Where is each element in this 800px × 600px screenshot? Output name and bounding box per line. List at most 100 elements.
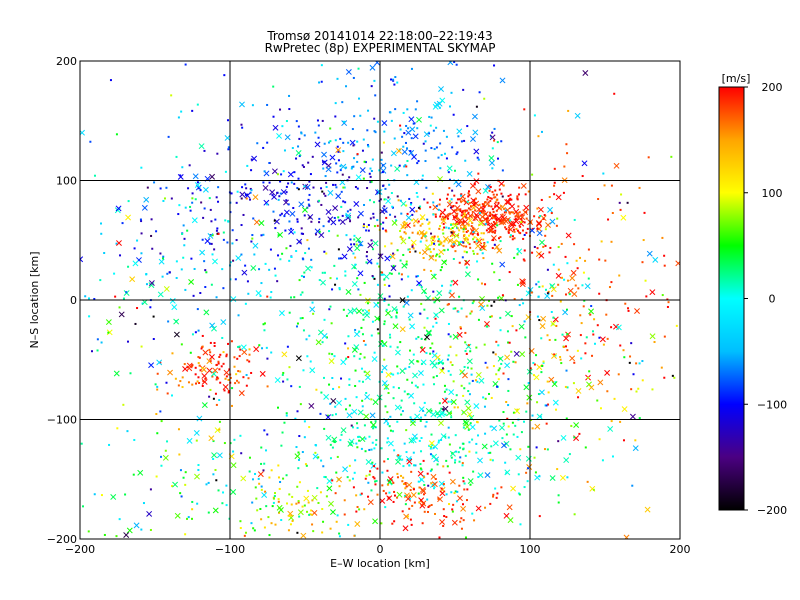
data-point-dot bbox=[408, 236, 411, 239]
data-point-dot bbox=[210, 242, 213, 245]
data-point-dot bbox=[411, 219, 414, 222]
data-point-dot bbox=[345, 166, 348, 169]
data-point-dot bbox=[318, 221, 321, 224]
data-point-cross bbox=[389, 253, 396, 260]
data-point-dot bbox=[290, 256, 293, 259]
data-point-dot bbox=[412, 451, 415, 454]
data-point-cross bbox=[462, 418, 469, 425]
data-point-cross bbox=[327, 189, 334, 196]
data-point-dot bbox=[225, 353, 228, 356]
data-point-dot bbox=[358, 435, 361, 438]
data-point-cross bbox=[461, 223, 468, 230]
data-point-cross bbox=[216, 452, 223, 459]
data-point-dot bbox=[477, 172, 480, 175]
data-point-cross bbox=[305, 265, 311, 272]
data-point-dot bbox=[489, 458, 492, 461]
data-point-cross bbox=[499, 214, 506, 220]
data-point-dot bbox=[370, 421, 373, 424]
data-point-dot bbox=[321, 190, 324, 193]
data-point-dot bbox=[394, 219, 397, 222]
data-point-dot bbox=[337, 150, 340, 153]
data-point-dot bbox=[456, 406, 459, 409]
data-point-dot bbox=[430, 242, 433, 245]
data-point-dot bbox=[136, 239, 139, 242]
data-point-cross bbox=[646, 250, 653, 257]
data-point-dot bbox=[268, 476, 271, 479]
data-point-cross bbox=[436, 290, 443, 297]
data-point-cross bbox=[410, 437, 417, 444]
data-point-dot bbox=[443, 152, 446, 155]
data-point-dot bbox=[498, 188, 501, 191]
data-point-dot bbox=[432, 201, 435, 204]
data-point-dot bbox=[156, 372, 159, 375]
data-point-cross bbox=[110, 493, 117, 500]
data-point-dot bbox=[395, 308, 398, 311]
data-point-dot bbox=[321, 531, 324, 534]
data-point-cross bbox=[471, 113, 478, 120]
data-point-cross bbox=[432, 103, 439, 110]
data-point-dot bbox=[489, 186, 492, 189]
data-point-dot bbox=[403, 390, 406, 393]
data-point-dot bbox=[183, 363, 186, 366]
data-point-dot bbox=[597, 198, 600, 201]
data-point-dot bbox=[567, 109, 570, 112]
data-point-cross bbox=[106, 329, 113, 336]
data-point-dot bbox=[269, 248, 272, 251]
data-point-cross bbox=[499, 424, 505, 431]
data-point-dot bbox=[449, 206, 452, 209]
data-point-dot bbox=[492, 220, 495, 223]
data-point-dot bbox=[288, 259, 291, 262]
data-point-cross bbox=[399, 326, 406, 333]
data-point-dot bbox=[489, 502, 492, 505]
data-point-cross bbox=[477, 457, 483, 464]
data-point-dot bbox=[118, 306, 121, 309]
data-point-dot bbox=[433, 512, 436, 515]
data-point-dot bbox=[316, 119, 319, 122]
data-point-dot bbox=[483, 205, 486, 208]
data-point-cross bbox=[467, 478, 474, 485]
data-point-cross bbox=[493, 202, 500, 209]
data-point-dot bbox=[663, 254, 666, 257]
data-point-dot bbox=[495, 193, 498, 196]
data-point-cross bbox=[341, 120, 348, 127]
data-point-dot bbox=[166, 440, 169, 443]
data-point-dot bbox=[647, 156, 650, 159]
data-point-dot bbox=[651, 388, 654, 391]
data-point-dot bbox=[581, 284, 584, 287]
data-point-dot bbox=[409, 489, 412, 492]
data-point-dot bbox=[262, 469, 265, 472]
data-point-cross bbox=[238, 390, 245, 397]
data-point-dot bbox=[380, 447, 383, 450]
data-point-dot bbox=[252, 527, 255, 530]
data-point-dot bbox=[260, 446, 263, 449]
data-point-dot bbox=[467, 390, 470, 393]
data-point-cross bbox=[615, 324, 622, 331]
data-point-cross bbox=[569, 275, 576, 282]
data-point-dot bbox=[508, 271, 511, 274]
data-point-dot bbox=[152, 338, 155, 341]
data-point-dot bbox=[149, 488, 152, 491]
data-point-dot bbox=[324, 476, 327, 479]
data-point-dot bbox=[367, 481, 370, 484]
data-point-dot bbox=[388, 183, 391, 186]
data-point-dot bbox=[99, 279, 102, 282]
data-point-dot bbox=[592, 488, 595, 491]
data-point-dot bbox=[339, 169, 342, 172]
data-point-dot bbox=[253, 253, 256, 256]
data-point-cross bbox=[381, 380, 388, 387]
data-point-cross bbox=[466, 358, 473, 365]
data-point-cross bbox=[162, 454, 169, 461]
data-point-dot bbox=[389, 213, 392, 216]
data-point-dot bbox=[484, 218, 487, 221]
data-point-dot bbox=[356, 422, 359, 425]
data-point-dot bbox=[297, 145, 300, 148]
data-point-dot bbox=[225, 484, 228, 487]
data-point-dot bbox=[387, 483, 390, 486]
data-point-dot bbox=[392, 481, 395, 484]
data-point-dot bbox=[151, 247, 154, 250]
data-point-dot bbox=[389, 333, 392, 336]
data-point-cross bbox=[405, 214, 412, 221]
data-point-dot bbox=[560, 242, 563, 245]
data-point-dot bbox=[489, 425, 492, 428]
data-point-dot bbox=[497, 201, 500, 204]
